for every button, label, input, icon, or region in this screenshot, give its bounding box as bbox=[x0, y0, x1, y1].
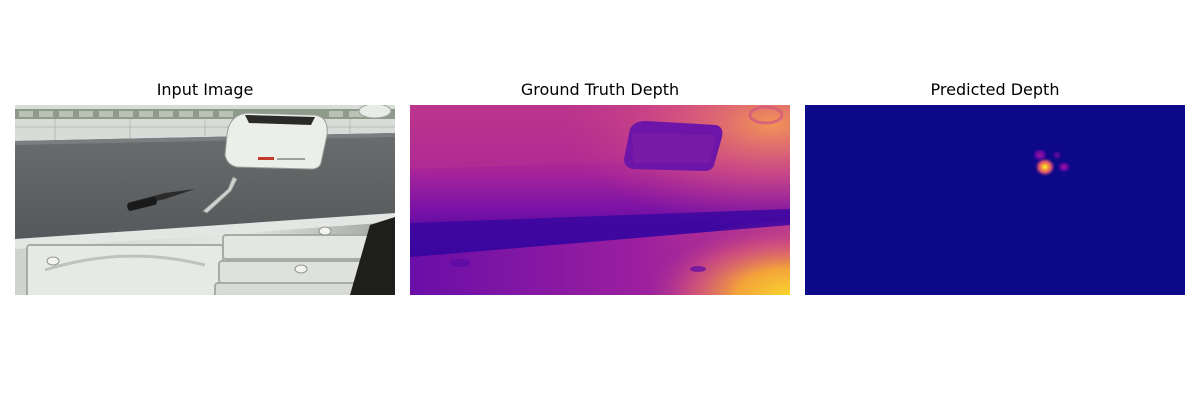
input-image-title: Input Image bbox=[156, 80, 254, 99]
predicted-depth-map bbox=[805, 105, 1185, 295]
input-image bbox=[15, 105, 395, 295]
ground-truth-depth-title: Ground Truth Depth bbox=[520, 80, 680, 99]
predicted-depth-title: Predicted Depth bbox=[930, 80, 1060, 99]
ground-truth-depth-map bbox=[410, 105, 790, 295]
